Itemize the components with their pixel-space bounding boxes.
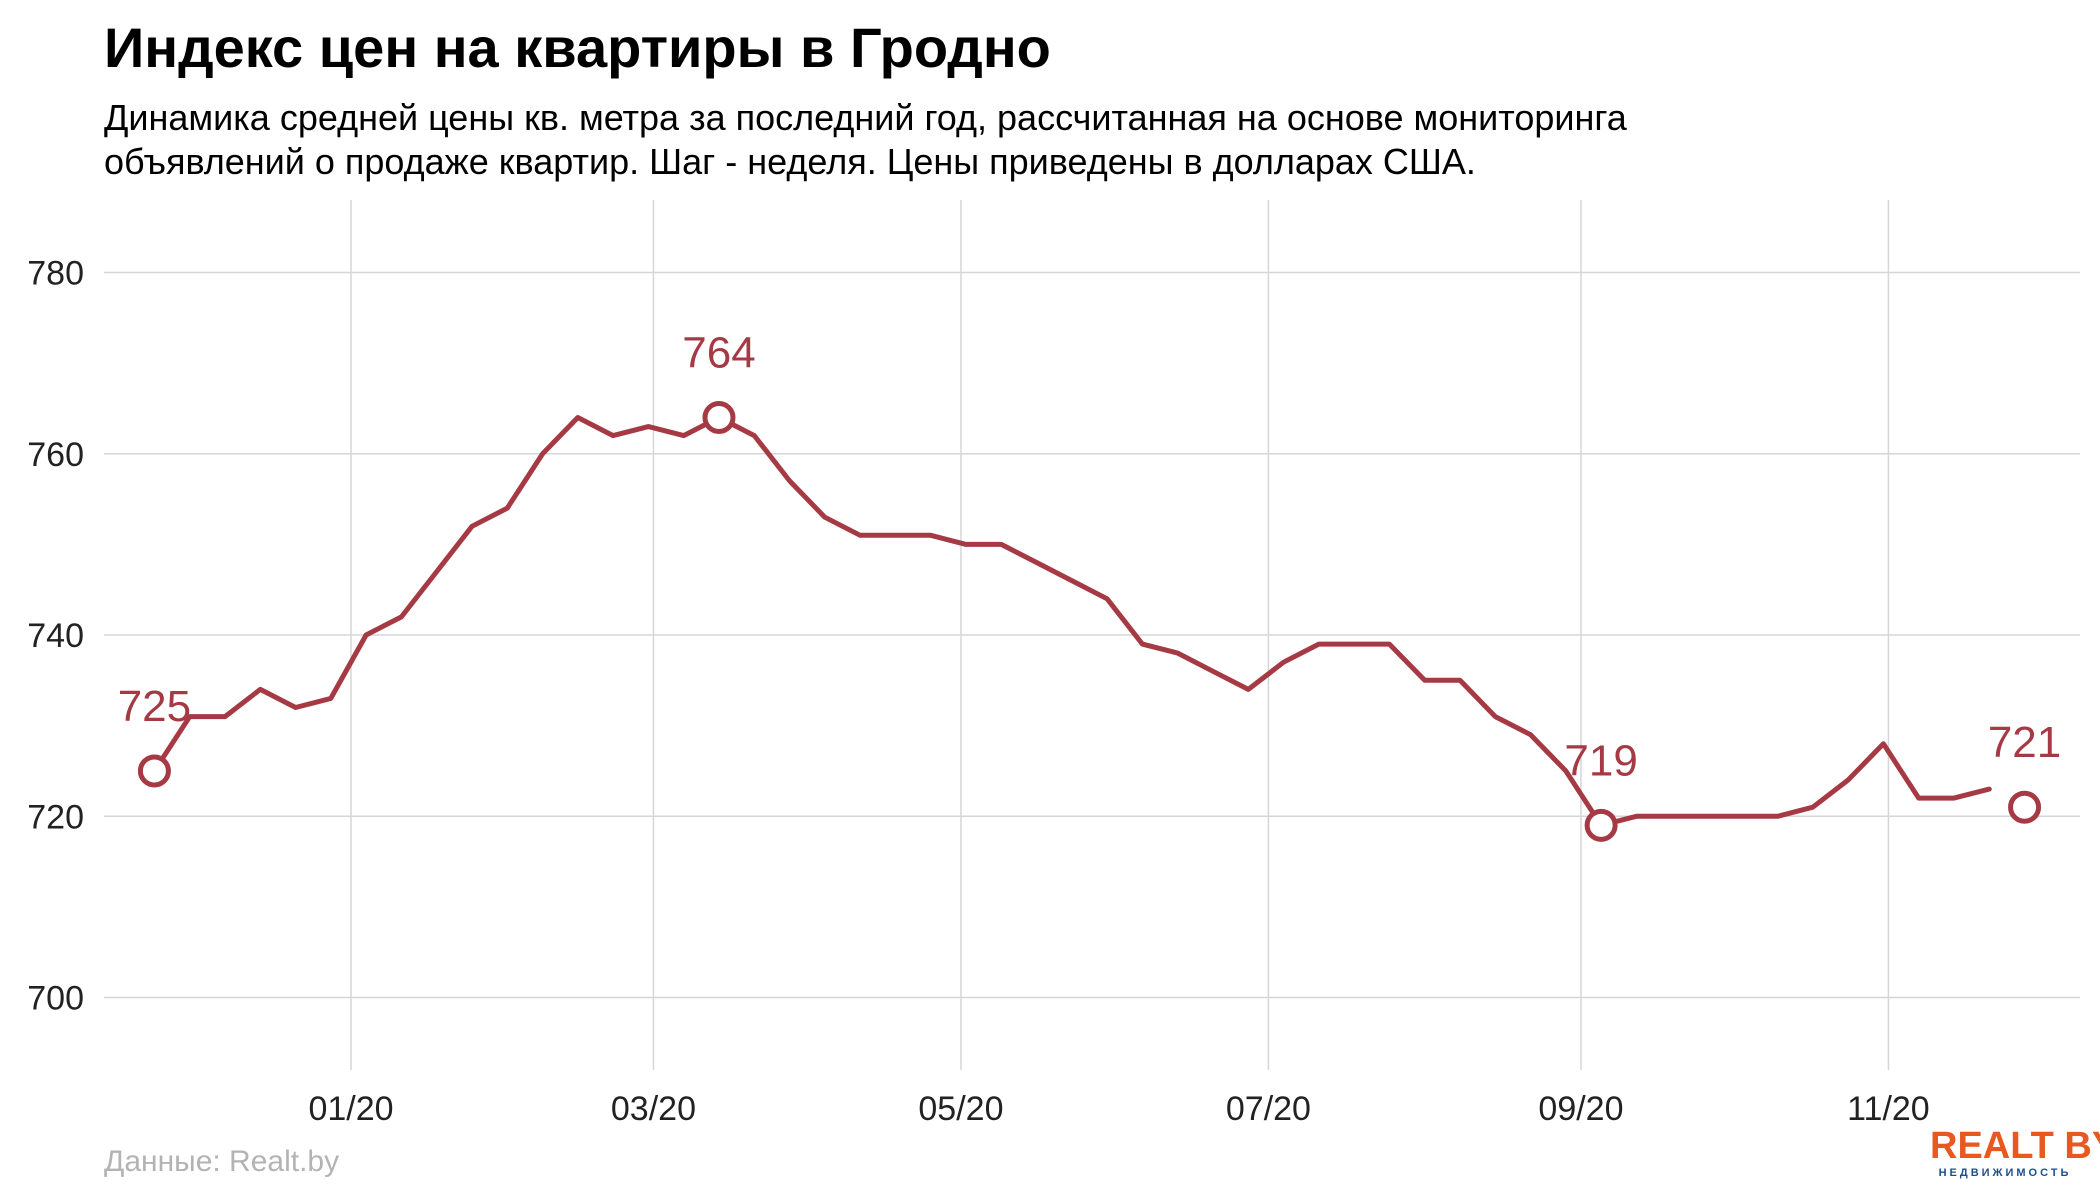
data-label: 764 (682, 329, 755, 378)
annotations: 725 764 719 721 (118, 329, 2061, 842)
highlight-marker (702, 401, 736, 434)
highlight-marker (1584, 808, 1618, 842)
data-source: Данные: Realt.by (104, 1145, 340, 1178)
data-label: 725 (118, 682, 191, 731)
x-tick-label: 01/20 (308, 1090, 393, 1128)
highlight-marker (137, 754, 171, 788)
series-line (151, 415, 1992, 828)
realt-logo[interactable]: REALT BY НЕДВИЖИМОСТЬ (1930, 1125, 2100, 1180)
chart-title: Индекс цен на квартиры в Гродно (104, 16, 1051, 79)
highlight-marker (2008, 790, 2042, 824)
x-tick-label: 11/20 (1847, 1090, 1930, 1128)
logo-tagline: НЕДВИЖИМОСТЬ (1938, 1167, 2072, 1179)
x-tick-label: 09/20 (1538, 1090, 1623, 1128)
x-tick-label: 07/20 (1226, 1090, 1311, 1128)
subtitle-line-2: объявлений о продаже квартир. Шаг - неде… (104, 141, 1476, 182)
y-tick-label: 740 (27, 617, 84, 655)
axis-ticks: 700 720 740 760 780 01/20 03/20 05/20 07/20 09/20… (27, 255, 1929, 1129)
logo-wordmark: REALT BY (1930, 1125, 2100, 1167)
y-tick-label: 700 (27, 980, 84, 1018)
y-tick-label: 760 (27, 436, 84, 474)
data-label: 721 (1988, 718, 2061, 767)
x-tick-label: 03/20 (611, 1090, 696, 1128)
y-tick-label: 780 (27, 255, 84, 293)
x-tick-label: 05/20 (918, 1090, 1003, 1128)
series (151, 415, 1992, 828)
data-label: 719 (1564, 736, 1637, 785)
chart-subtitle: Динамика средней цены кв. метра за после… (104, 96, 2004, 184)
subtitle-line-1: Динамика средней цены кв. метра за после… (104, 97, 1627, 138)
y-tick-label: 720 (27, 798, 84, 836)
grid (104, 200, 2080, 1070)
